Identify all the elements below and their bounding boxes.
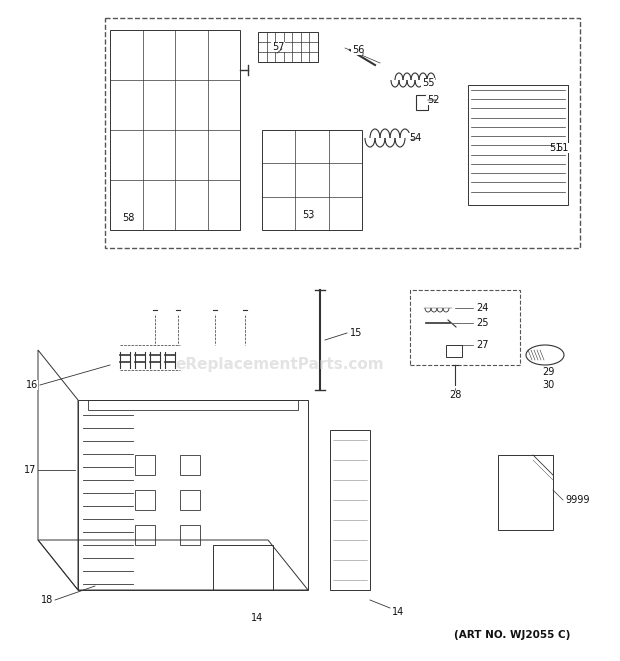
Text: 52: 52 [427,95,439,105]
Text: 58: 58 [122,213,134,223]
Text: 27: 27 [476,340,489,350]
Bar [78,400,308,590]
Bar [213,545,273,590]
Text: 57: 57 [272,42,284,52]
Text: 51: 51 [556,143,568,153]
Bar [110,30,240,230]
Text: 14: 14 [251,613,263,623]
Text: 16: 16 [26,380,38,390]
Text: 18: 18 [41,595,53,605]
Text: 56: 56 [352,45,364,55]
Bar [262,130,362,230]
Text: 15: 15 [350,328,362,338]
Bar [330,430,370,590]
Text: (ART NO. WJ2055 C): (ART NO. WJ2055 C) [454,630,570,640]
Text: 25: 25 [476,318,489,328]
Bar [180,490,200,510]
Text: 51: 51 [549,143,562,153]
Bar [416,95,428,110]
Bar [135,490,155,510]
Bar [180,525,200,545]
Bar [180,455,200,475]
Text: 55: 55 [422,78,434,88]
Bar [410,290,520,365]
Text: 30: 30 [542,380,554,390]
Text: 24: 24 [476,303,489,313]
Text: 17: 17 [24,465,36,475]
Bar [468,85,568,205]
Text: 28: 28 [449,390,461,400]
Text: 29: 29 [542,367,554,377]
Bar [135,455,155,475]
Bar [446,345,462,357]
Text: 53: 53 [302,210,314,220]
Text: 14: 14 [392,607,404,617]
Text: 54: 54 [409,133,421,143]
Text: 9999: 9999 [565,495,590,505]
Bar [88,400,298,410]
Text: eReplacementParts.com: eReplacementParts.com [175,358,384,373]
Bar [258,32,318,62]
Bar [135,525,155,545]
Bar [498,455,553,530]
